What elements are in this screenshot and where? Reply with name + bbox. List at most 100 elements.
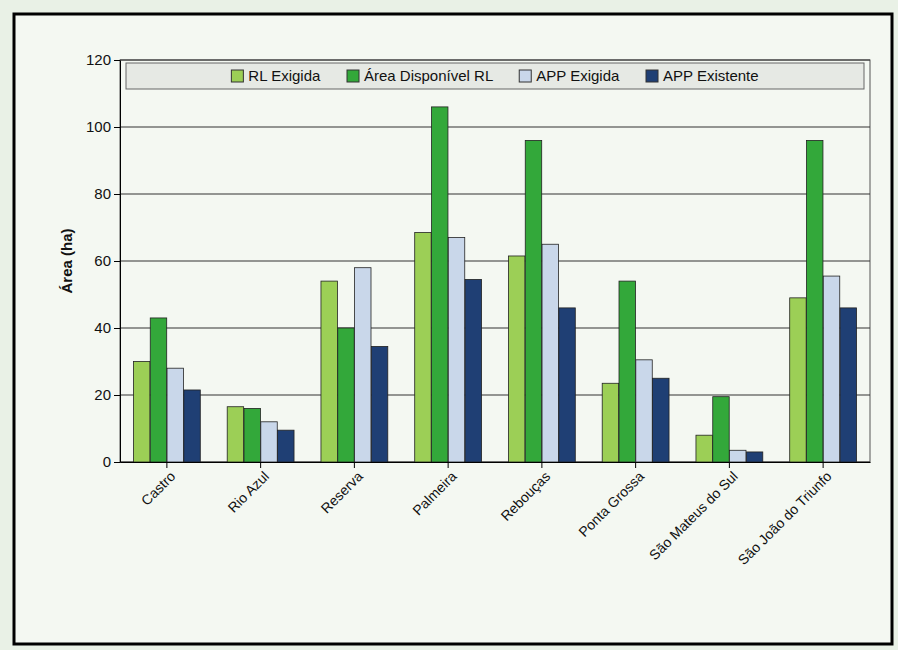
tick-mark	[354, 462, 355, 468]
x-axis: Castro Rio Azul Reserva Palmeira Rebouças Pon…	[121, 462, 871, 568]
legend-item: Área Disponível RL	[347, 67, 493, 84]
tick: 20	[94, 386, 120, 403]
series	[150, 107, 823, 462]
legend-label: RL Exigida	[248, 67, 321, 84]
bar	[559, 308, 575, 462]
bar	[244, 408, 260, 462]
bar	[713, 397, 729, 462]
series	[184, 279, 857, 462]
tick-label: 60	[94, 252, 111, 269]
tick-mark	[114, 328, 120, 329]
tick-mark	[448, 462, 449, 468]
tick: 80	[94, 185, 120, 202]
bar	[730, 450, 746, 462]
legend-item: APP Existente	[646, 67, 759, 84]
tick-label: São Mateus do Sul	[646, 468, 741, 563]
tick: 40	[94, 319, 120, 336]
tick-mark	[823, 462, 824, 468]
background	[0, 0, 898, 650]
tick: 100	[86, 118, 120, 135]
tick-mark	[729, 462, 730, 468]
bar	[338, 328, 354, 462]
tick-mark	[114, 395, 120, 396]
tick-mark	[114, 60, 120, 61]
grid-line	[120, 194, 870, 195]
bar	[415, 233, 431, 462]
bar	[261, 422, 277, 462]
bar	[227, 407, 243, 462]
grid-line	[120, 328, 870, 329]
tick: Ponta Grossa	[575, 462, 647, 540]
tick-label: Rebouças	[497, 468, 553, 524]
axis-line	[120, 61, 121, 463]
tick-mark	[114, 194, 120, 195]
grid-line	[120, 261, 870, 262]
bar	[525, 140, 541, 462]
bar	[167, 368, 183, 462]
bar	[321, 281, 337, 462]
bar	[133, 362, 149, 463]
bar	[278, 430, 294, 462]
legend-box	[126, 63, 864, 89]
tick-label: Rio Azul	[224, 468, 272, 516]
legend-label: APP Existente	[663, 67, 759, 84]
tick-label: 80	[94, 185, 111, 202]
tick-mark	[260, 462, 261, 468]
bar	[432, 107, 448, 462]
tick: Reserva	[318, 462, 366, 516]
legend-swatch	[519, 70, 531, 82]
tick-mark	[114, 261, 120, 262]
tick-label: Palmeira	[409, 468, 460, 519]
grid-line	[120, 127, 870, 128]
y-axis: 020406080100120	[86, 51, 121, 470]
bar	[150, 318, 166, 462]
bars	[133, 107, 856, 462]
tick-mark	[114, 127, 120, 128]
tick: Castro	[138, 462, 179, 509]
bar	[371, 346, 387, 462]
legend-label: APP Exigida	[536, 67, 620, 84]
tick-label: 0	[103, 453, 111, 470]
grid-line	[120, 60, 870, 61]
tick: São Mateus do Sul	[646, 462, 741, 563]
tick-label: 40	[94, 319, 111, 336]
tick-label: Castro	[138, 468, 179, 509]
axis-title: Área (ha)	[58, 228, 75, 293]
tick-label: 100	[86, 118, 111, 135]
tick: Rebouças	[497, 462, 553, 524]
bar	[636, 360, 652, 462]
tick: São João do Triunfo	[735, 462, 835, 568]
tick: 0	[103, 453, 120, 470]
legend-item: APP Exigida	[519, 67, 620, 84]
bar	[508, 256, 524, 462]
bar	[619, 281, 635, 462]
tick-label: Ponta Grossa	[575, 468, 647, 540]
bar	[807, 140, 823, 462]
legend-swatch	[231, 70, 243, 82]
chart: 020406080100120CastroRio AzulReservaPalm…	[0, 0, 898, 650]
legend-swatch	[646, 70, 658, 82]
axis-line	[121, 462, 871, 463]
tick-mark	[114, 462, 120, 463]
tick-mark	[166, 462, 167, 468]
tick-mark	[541, 462, 542, 468]
bar	[653, 378, 669, 462]
grid	[120, 60, 870, 462]
frame	[14, 14, 892, 644]
plot-frame	[120, 60, 870, 462]
bar	[355, 268, 371, 462]
tick-label: São João do Triunfo	[735, 468, 835, 568]
bar	[448, 238, 464, 462]
legend-swatch	[347, 70, 359, 82]
bar	[184, 390, 200, 462]
bar	[840, 308, 856, 462]
series	[167, 238, 840, 462]
legend: RL Exigida Área Disponível RL APP Exigida A…	[126, 63, 864, 89]
tick: 60	[94, 252, 120, 269]
bar	[696, 435, 712, 462]
bar	[823, 276, 839, 462]
tick-mark	[635, 462, 636, 468]
legend-label: Área Disponível RL	[364, 67, 493, 84]
bar	[790, 298, 806, 462]
tick: Palmeira	[409, 462, 460, 518]
